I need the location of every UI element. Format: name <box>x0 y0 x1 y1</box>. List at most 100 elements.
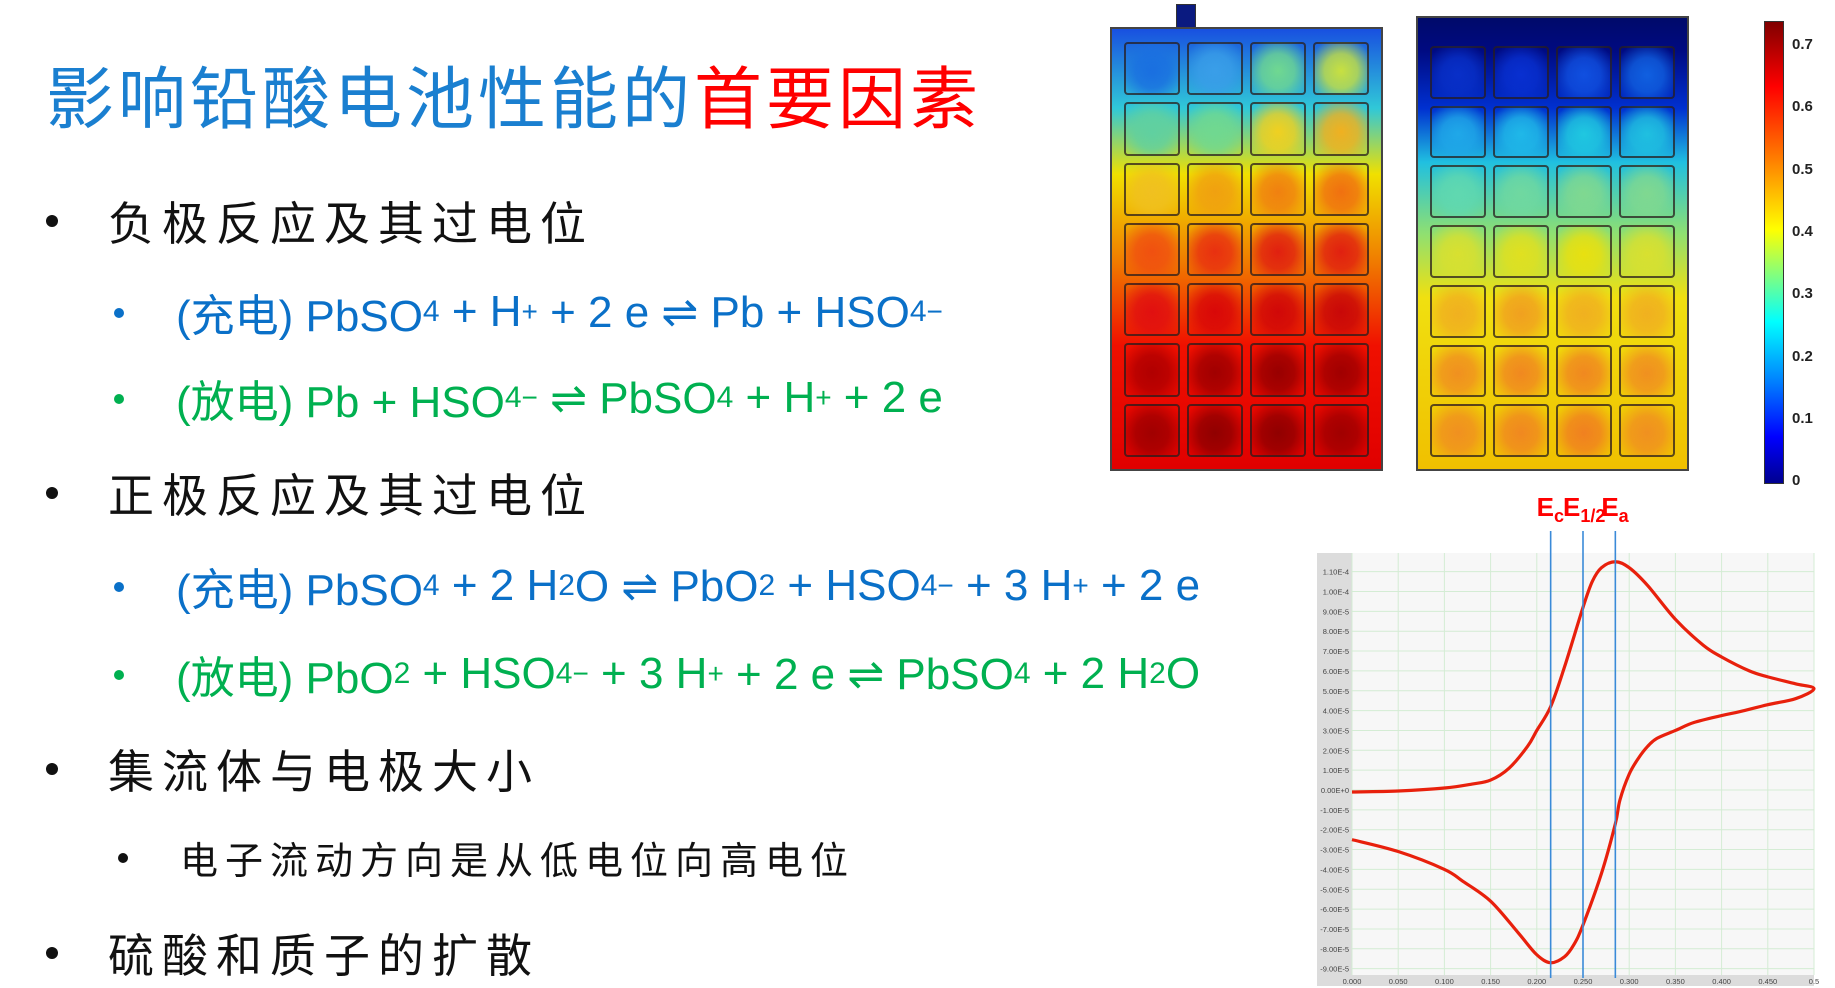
grid-cell <box>1187 403 1243 457</box>
equation-text: + 2 e ⇌ PbSO <box>723 649 1014 699</box>
heatmap-plate-right <box>1416 16 1689 471</box>
grid-cell <box>1187 42 1243 96</box>
grid-cell <box>1556 165 1612 219</box>
grid-cell <box>1250 162 1306 216</box>
colorbar-tick-label: 0.4 <box>1792 222 1813 240</box>
equation-text: (放电) PbO <box>176 654 394 703</box>
bullet-dot <box>114 670 124 680</box>
grid-cell <box>1430 46 1486 99</box>
grid-cell <box>1250 403 1306 457</box>
grid-cell <box>1430 284 1486 338</box>
equation-text: + 2 H <box>439 561 559 610</box>
x-tick-label: 0.5 <box>1809 977 1819 986</box>
equation-text: O ⇌ PbO <box>574 561 759 611</box>
cv-curve <box>1351 560 1816 965</box>
grid-cell <box>1430 105 1486 159</box>
equation-text: ⇌ PbSO <box>537 373 717 423</box>
grid-cell <box>1556 344 1612 398</box>
grid-cell <box>1124 102 1180 156</box>
colorbar-tick-label: 0.3 <box>1792 285 1813 303</box>
grid-cell <box>1619 46 1675 99</box>
x-tick-label: 0.100 <box>1435 977 1454 986</box>
x-tick-label: 0.250 <box>1574 977 1593 986</box>
grid-cell <box>1250 343 1306 397</box>
equation-positive-discharge: (放电) PbO 2 + HSO 4− + 3 H + + 2 e ⇌ PbSO 4 +… <box>114 642 1201 706</box>
y-tick-label: -9.00E-5 <box>1320 965 1349 974</box>
grid-cell <box>1124 403 1180 457</box>
grid-cell <box>1313 42 1369 96</box>
x-tick-label: 0.450 <box>1758 977 1777 986</box>
grid-cell <box>1187 222 1243 277</box>
y-tick-label: 1.00E-4 <box>1323 588 1349 597</box>
x-tick-label: 0.200 <box>1527 977 1546 986</box>
equation-text: + 3 H <box>953 561 1073 610</box>
potential-marker-label: Ec <box>1536 492 1565 526</box>
potential-marker-label: E1/2 <box>1563 492 1605 525</box>
y-tick-label: -8.00E-5 <box>1320 945 1349 954</box>
grid-cell <box>1619 225 1675 278</box>
bullet-dot <box>46 947 58 959</box>
equation-text: + H <box>439 287 522 336</box>
grid-cell <box>1313 283 1369 337</box>
y-tick-label: 1.00E-5 <box>1323 766 1349 775</box>
bullet-text: 正极反应及其过电位 <box>108 469 594 523</box>
y-tick-label: 2.00E-5 <box>1323 746 1349 755</box>
grid-cell <box>1556 225 1612 278</box>
equation-text: + HSO <box>410 649 556 698</box>
colorbar <box>1764 21 1784 484</box>
grid-cell <box>1187 283 1243 337</box>
equation-text: + 2 H <box>1030 649 1150 698</box>
y-tick-label: -7.00E-5 <box>1320 925 1349 934</box>
grid-cell <box>1430 165 1486 219</box>
title-part-red: 首要因素 <box>694 61 983 140</box>
y-tick-label: -1.00E-5 <box>1320 806 1349 815</box>
y-tick-label: -6.00E-5 <box>1320 905 1349 914</box>
sub-bullet-electron-flow: 电子流动方向是从低电位向高电位 <box>118 830 856 885</box>
grid-cell <box>1187 343 1243 397</box>
equation-text: O <box>1165 649 1201 698</box>
bullet-dot <box>46 215 58 227</box>
bullet-dot <box>114 308 124 318</box>
grid-cell <box>1493 225 1549 278</box>
bullet-text: 集流体与电极大小 <box>108 745 540 799</box>
grid-cell <box>1619 404 1675 457</box>
equation-text: (充电) PbSO <box>176 566 423 615</box>
marker-letter: E <box>1536 492 1554 522</box>
grid-cell <box>1493 404 1549 457</box>
colorbar-tick-label: 0.5 <box>1792 160 1813 178</box>
grid-cell <box>1493 165 1549 219</box>
grid-cell <box>1313 162 1369 216</box>
x-tick-label: 0.050 <box>1389 977 1408 986</box>
y-tick-label: -3.00E-5 <box>1320 846 1349 855</box>
x-tick-label: 0.400 <box>1712 977 1731 986</box>
equation-text: + 2 e ⇌ Pb + HSO <box>537 287 910 337</box>
y-tick-label: 3.00E-5 <box>1323 726 1349 735</box>
marker-subscript: c <box>1554 506 1565 526</box>
y-tick-label: 5.00E-5 <box>1323 687 1349 696</box>
y-tick-label: 7.00E-5 <box>1323 647 1349 656</box>
grid-cell <box>1313 102 1369 156</box>
grid-cell <box>1124 162 1180 216</box>
x-tick-label: 0.350 <box>1666 977 1685 986</box>
colorbar-tick-label: 0.1 <box>1792 409 1813 427</box>
grid-cell <box>1430 225 1486 278</box>
bullet-positive-electrode: 正极反应及其过电位 <box>46 460 594 526</box>
grid-cell <box>1556 404 1612 457</box>
grid-cell <box>1313 222 1369 277</box>
grid-cell <box>1124 343 1180 397</box>
y-tick-label: 6.00E-5 <box>1323 667 1349 676</box>
equation-text: + H <box>733 373 816 422</box>
potential-marker-label: Ea <box>1601 492 1628 525</box>
heatmap-plate-left <box>1110 27 1383 471</box>
grid-cell <box>1619 165 1675 219</box>
grid-cell <box>1556 284 1612 338</box>
x-tick-label: 0.150 <box>1481 977 1500 986</box>
bullet-text: 负极反应及其过电位 <box>108 197 594 251</box>
y-tick-label: -4.00E-5 <box>1320 865 1349 874</box>
bullet-dot <box>46 487 58 499</box>
equation-negative-discharge: (放电) Pb + HSO 4− ⇌ PbSO 4 + H + + 2 e <box>114 366 943 430</box>
bullet-negative-electrode: 负极反应及其过电位 <box>46 188 594 254</box>
equation-text: + 3 H <box>588 649 708 698</box>
y-tick-label: -5.00E-5 <box>1320 885 1349 894</box>
bullet-text: 电子流动方向是从低电位向高电位 <box>180 839 856 883</box>
